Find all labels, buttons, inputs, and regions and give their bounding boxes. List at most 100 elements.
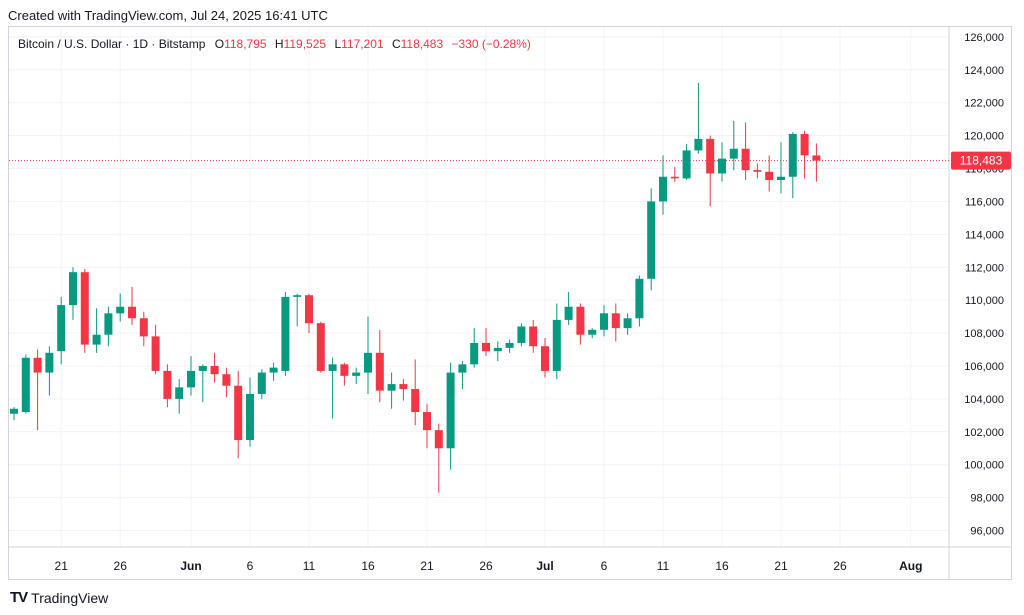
candle[interactable] [104, 306, 113, 347]
candle[interactable] [694, 82, 703, 154]
candle[interactable] [423, 403, 431, 449]
candle[interactable] [80, 268, 89, 353]
candle[interactable] [305, 293, 313, 334]
candle[interactable] [45, 346, 54, 396]
candle[interactable] [210, 352, 219, 383]
candle[interactable] [69, 267, 77, 320]
date-tick-label: 11 [657, 559, 670, 573]
candle[interactable] [151, 324, 160, 375]
candle[interactable] [682, 143, 691, 181]
candle[interactable] [623, 313, 632, 335]
candle[interactable] [187, 356, 195, 396]
candle-body [800, 133, 809, 156]
candle[interactable] [529, 319, 538, 353]
candle-body [69, 272, 77, 306]
candle[interactable] [328, 357, 337, 419]
candle-body [576, 306, 585, 335]
candle[interactable] [10, 407, 18, 421]
candle[interactable] [139, 311, 148, 347]
candle[interactable] [198, 364, 207, 403]
candle[interactable] [340, 362, 349, 386]
candle[interactable] [387, 372, 396, 409]
candle[interactable] [293, 293, 302, 327]
candle[interactable] [482, 328, 490, 357]
candle[interactable] [729, 120, 738, 171]
candle[interactable] [493, 341, 502, 362]
candle-body [128, 306, 136, 319]
candle[interactable] [517, 323, 526, 347]
candle[interactable] [21, 354, 30, 414]
candle[interactable] [788, 132, 797, 199]
candle-body [210, 365, 219, 375]
candle[interactable] [222, 367, 231, 398]
candle-body [139, 318, 148, 337]
candle[interactable] [670, 166, 679, 182]
candle-body [364, 352, 372, 373]
candle[interactable] [128, 287, 136, 325]
candle[interactable] [753, 163, 762, 179]
candle-body [80, 272, 89, 345]
candle[interactable] [458, 361, 467, 390]
candle-body [470, 342, 479, 365]
candle[interactable] [399, 379, 408, 401]
date-tick-label: 26 [479, 559, 493, 573]
candle[interactable] [234, 370, 243, 459]
candle[interactable] [434, 423, 443, 493]
candle[interactable] [564, 291, 573, 325]
candle[interactable] [800, 130, 809, 179]
candle-body [423, 412, 431, 431]
open-label: O [214, 37, 225, 51]
date-tick-label: 21 [774, 559, 788, 573]
candle[interactable] [600, 305, 608, 337]
candle[interactable] [246, 377, 254, 447]
candle-body [234, 385, 243, 441]
candle[interactable] [812, 143, 821, 182]
candle[interactable] [257, 369, 266, 399]
candle[interactable] [647, 188, 656, 291]
candle[interactable] [316, 321, 325, 373]
candle[interactable] [635, 275, 644, 327]
candle[interactable] [588, 328, 597, 339]
candle-body [222, 374, 231, 386]
candle-body [552, 319, 561, 371]
candle[interactable] [611, 303, 620, 342]
candle-body [482, 342, 490, 352]
candle[interactable] [269, 362, 278, 381]
candle[interactable] [57, 296, 66, 365]
candle[interactable] [777, 142, 785, 194]
price-tick-label: 116,000 [965, 196, 1004, 208]
candle[interactable] [364, 316, 372, 394]
candle[interactable] [33, 349, 42, 431]
chart-frame[interactable] [8, 26, 1012, 580]
candle[interactable] [411, 359, 420, 426]
candle[interactable] [741, 122, 750, 181]
footer-brand-text: TradingView [31, 589, 109, 606]
candle-body [623, 318, 632, 329]
candle[interactable] [375, 329, 384, 403]
change-value: −330 (−0.28%) [451, 37, 531, 51]
candle[interactable] [659, 155, 667, 215]
candle[interactable] [765, 155, 774, 192]
candle[interactable] [576, 303, 585, 345]
date-tick-label: 16 [361, 559, 375, 573]
candle[interactable] [446, 362, 455, 470]
candle[interactable] [352, 367, 361, 385]
candle[interactable] [92, 308, 101, 353]
candle[interactable] [541, 338, 549, 378]
candle[interactable] [470, 328, 479, 368]
candle[interactable] [163, 364, 172, 408]
candle[interactable] [116, 293, 125, 322]
candle[interactable] [505, 339, 514, 353]
candle[interactable] [552, 303, 561, 380]
candle-body [316, 323, 325, 371]
candle-body [92, 334, 101, 345]
candle-body [788, 133, 797, 177]
candle-body [458, 364, 467, 373]
candle[interactable] [175, 379, 184, 414]
candle[interactable] [281, 291, 290, 376]
candle-body [33, 357, 42, 373]
last-price-label-group: 118,483 [951, 151, 1011, 170]
candle[interactable] [718, 142, 726, 182]
candle[interactable] [706, 135, 715, 207]
